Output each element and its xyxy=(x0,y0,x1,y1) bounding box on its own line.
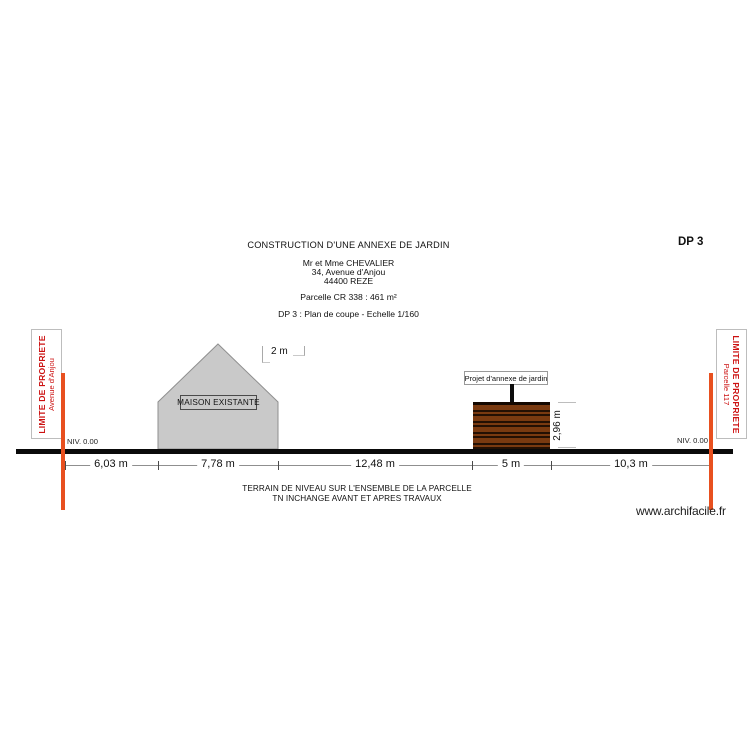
right-property-limit-label: LIMITE DE PROPRIETE Parcelle 117 xyxy=(716,329,747,439)
dimension-tick xyxy=(551,461,552,470)
annex-label-connector-line xyxy=(510,384,514,403)
plan-reference: DP 3 : Plan de coupe - Echelle 1/160 xyxy=(278,309,419,319)
annex-dim-tick-bottom xyxy=(558,447,576,448)
dimension-label-5: 10,3 m xyxy=(610,458,652,470)
left-property-limit-label: LIMITE DE PROPRIETE Avenue d'Anjou xyxy=(31,329,62,439)
roof-dimension-right-tick xyxy=(293,346,305,356)
annex-box xyxy=(473,402,550,449)
annex-label: Projet d'annexe de jardin xyxy=(464,371,548,385)
document-ref-badge: DP 3 xyxy=(678,236,704,248)
annex-height-label: 2,96 m xyxy=(551,410,563,441)
right-limit-line1: LIMITE DE PROPRIETE xyxy=(731,335,741,434)
right-property-limit-line xyxy=(709,373,713,510)
ground-line xyxy=(16,449,733,454)
existing-house-label: MAISON EXISTANTE xyxy=(177,395,260,410)
dimension-label-2: 7,78 m xyxy=(197,458,239,470)
right-property-limit-text: LIMITE DE PROPRIETE Parcelle 117 xyxy=(717,330,746,439)
ground-level-left: NIV. 0.00 xyxy=(67,437,98,446)
dimension-tick xyxy=(472,461,473,470)
right-limit-line2: Parcelle 117 xyxy=(722,363,731,406)
drawing-title: CONSTRUCTION D'UNE ANNEXE DE JARDIN xyxy=(247,240,450,250)
terrain-note-line2: TN INCHANGE AVANT ET APRES TRAVAUX xyxy=(272,493,442,503)
annex-dim-tick-top xyxy=(558,402,576,403)
left-limit-line1: LIMITE DE PROPRIETE xyxy=(37,335,47,434)
dimension-label-3: 12,48 m xyxy=(351,458,399,470)
owner-address-street: 34, Avenue d'Anjou xyxy=(311,267,386,277)
dimension-tick xyxy=(278,461,279,470)
dimension-tick xyxy=(65,461,66,470)
roof-dimension-label: 2 m xyxy=(271,346,288,357)
parcel-info: Parcelle CR 338 : 461 m² xyxy=(300,292,397,302)
annex-height-dimension: 2,96 m xyxy=(550,402,564,449)
dimension-tick xyxy=(158,461,159,470)
terrain-note-line1: TERRAIN DE NIVEAU SUR L'ENSEMBLE DE LA P… xyxy=(242,484,472,493)
left-property-limit-text: LIMITE DE PROPRIETE Avenue d'Anjou xyxy=(32,330,61,439)
dimension-label-4: 5 m xyxy=(497,458,525,470)
ground-level-right: NIV. 0.00 xyxy=(677,436,708,445)
left-limit-line2: Avenue d'Anjou xyxy=(47,358,56,411)
owner-address-city: 44400 REZE xyxy=(323,275,374,286)
owner-name: Mr et Mme CHEVALIER xyxy=(302,258,395,268)
dimension-label-1: 6,03 m xyxy=(90,458,132,470)
archifacile-watermark: www.archifacile.fr xyxy=(636,504,726,518)
roof-dimension-left-tick xyxy=(262,346,270,363)
left-property-limit-line xyxy=(61,373,65,510)
